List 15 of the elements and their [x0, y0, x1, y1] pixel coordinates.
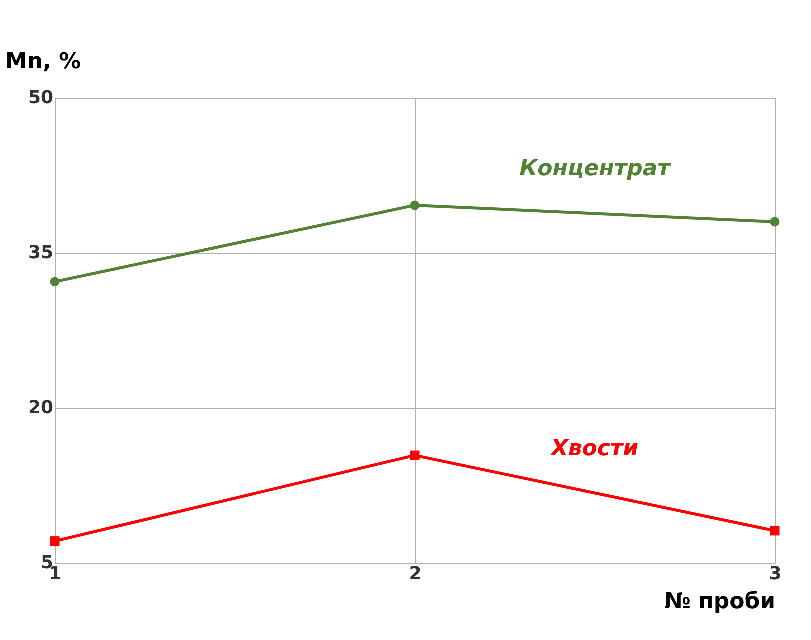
point: [770, 217, 780, 227]
series-label: Концентрат: [520, 156, 672, 182]
y-tick-label: 50: [28, 88, 54, 108]
point: [410, 450, 420, 460]
x-tick-label: 3: [769, 564, 782, 584]
y-tick-label: 35: [28, 242, 54, 264]
x-tick-label: 2: [409, 564, 422, 584]
series-label: Хвости: [549, 436, 639, 462]
y-axis-title: Mn, %: [6, 50, 82, 74]
point: [410, 200, 420, 210]
x-axis-title: № проби: [664, 590, 776, 614]
point: [50, 536, 60, 546]
point: [50, 277, 60, 287]
y-tick-label: 20: [28, 398, 54, 418]
point: [770, 526, 780, 536]
